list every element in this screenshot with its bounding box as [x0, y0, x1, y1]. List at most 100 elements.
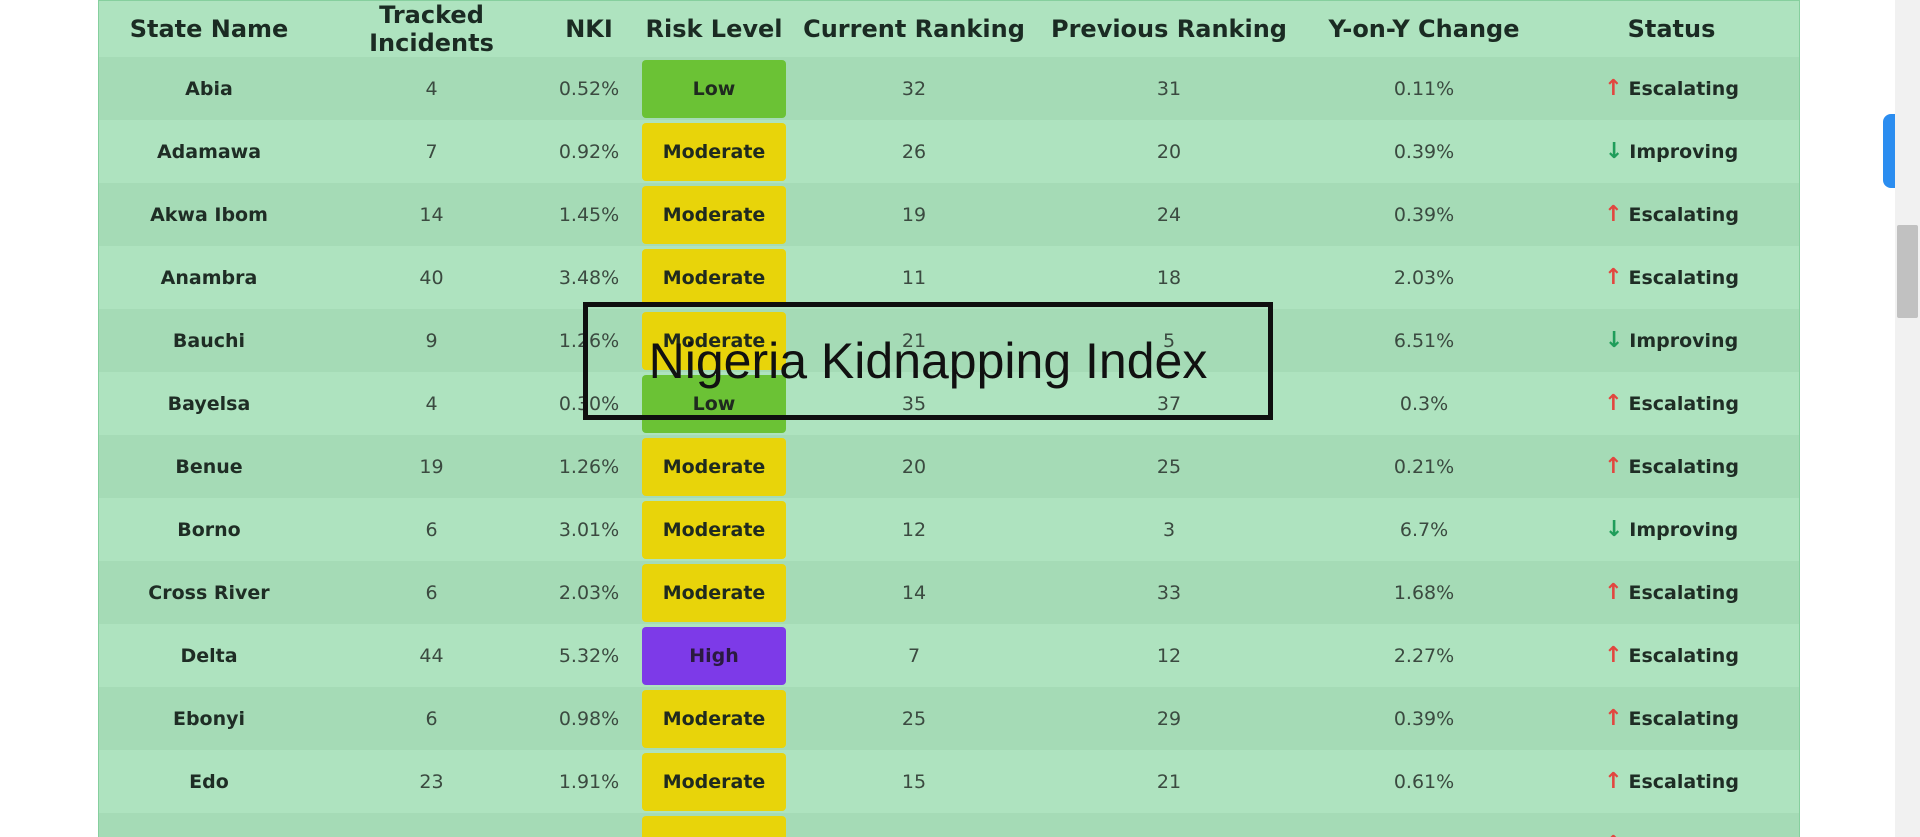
header-tracked-incidents[interactable]: Tracked Incidents [319, 0, 544, 57]
cell-tracked-incidents: 23 [419, 770, 444, 793]
risk-badge: Moderate [642, 122, 786, 181]
arrow-up-icon: ↑ [1604, 76, 1623, 101]
cell-status: ↑Escalating [1544, 372, 1799, 435]
cell-yoy-change: 6.7% [1399, 518, 1449, 541]
risk-badge: Moderate [642, 689, 786, 748]
table-body: Abia 4 0.52% Low 32 31 0.11% ↑ Escalating Adamawa… [99, 57, 1799, 837]
risk-badge: Moderate [642, 815, 786, 837]
cell-nki: 2.03% [558, 581, 620, 604]
cell-nki: 1.26% [558, 329, 620, 352]
cell-previous-ranking: 12 [1156, 644, 1182, 667]
cell-current-ranking: 19 [901, 203, 927, 226]
cell-status: ↑Escalating [1544, 687, 1799, 750]
header-yoy-change[interactable]: Y-on-Y Change [1304, 0, 1544, 57]
cell-risk-level: Moderate [634, 246, 794, 309]
cell-risk-level: Moderate [634, 498, 794, 561]
cell-current-ranking: 32 [901, 77, 927, 100]
cell-tracked-incidents: 4 [425, 392, 438, 415]
cell-previous-ranking: 20 [1156, 140, 1182, 163]
status-indicator: ↑Escalating [1604, 76, 1739, 101]
status-indicator: ↓ Improving [1605, 328, 1738, 353]
cell-current-ranking: 11 [901, 266, 927, 289]
cell-risk-level: Low [634, 372, 794, 435]
cell-status: ↑Escalating [1544, 183, 1799, 246]
cell-yoy-change: 0.11% [1393, 77, 1455, 100]
cell-status: ↓ Improving [1544, 120, 1799, 183]
cell-tracked-incidents: 5 [319, 813, 544, 837]
table-row: Edo 23 1.91% Moderate 15 21 0.61% ↑ Escalating [99, 750, 1799, 813]
table-row: Ekiti51.51% Moderate 18270.53% ↑ Escalating [99, 813, 1799, 837]
kidnapping-index-table-container: State Name Tracked Incidents NKI Risk Le… [98, 0, 1800, 837]
cell-state-name: Cross River [148, 581, 270, 604]
cell-status: ↑Escalating [1544, 750, 1799, 813]
cell-yoy-change: 0.39% [1393, 140, 1455, 163]
cell-current-ranking: 20 [901, 455, 927, 478]
arrow-up-icon: ↑ [1604, 706, 1623, 731]
status-indicator: ↓ Improving [1605, 139, 1738, 164]
cell-risk-level: Moderate [634, 561, 794, 624]
arrow-up-icon: ↑ [1604, 454, 1623, 479]
cell-nki: 1.45% [558, 203, 620, 226]
risk-badge: Low [642, 59, 786, 118]
header-nki[interactable]: NKI [544, 0, 634, 57]
side-panel-tab[interactable] [1883, 114, 1895, 188]
cell-previous-ranking: 18 [1156, 266, 1182, 289]
cell-yoy-change: 0.39% [1393, 203, 1455, 226]
table-row: Akwa Ibom 14 1.45% Moderate 19 24 0.39% ↑ Escala… [99, 183, 1799, 246]
table-row: Benue 19 1.26% Moderate 20 25 0.21% ↑ Escalating [99, 435, 1799, 498]
risk-badge: Moderate [642, 500, 786, 559]
risk-badge: Low [642, 374, 786, 433]
cell-risk-level: Moderate [634, 183, 794, 246]
cell-yoy-change: 0.53% [1304, 813, 1544, 837]
vertical-scrollbar[interactable] [1895, 0, 1920, 837]
table-row: Bayelsa 4 0.30% Low 35 37 0.3% ↑ Escalating [99, 372, 1799, 435]
scrollbar-thumb[interactable] [1897, 225, 1918, 318]
header-risk-level[interactable]: Risk Level [634, 0, 794, 57]
status-label: Escalating [1628, 707, 1739, 730]
cell-state-name: Edo [189, 770, 229, 793]
status-label: Improving [1629, 140, 1739, 163]
status-indicator: ↑Escalating [1604, 706, 1739, 731]
page-title-overlay: Nigeria Kidnapping Index [583, 302, 1273, 420]
arrow-down-icon: ↓ [1604, 328, 1624, 353]
cell-status: ↑ Escalating [1544, 813, 1799, 837]
status-label: Escalating [1628, 392, 1739, 415]
arrow-up-icon: ↑ [1604, 832, 1622, 837]
status-indicator: ↑Escalating [1604, 643, 1739, 668]
status-label: Escalating [1628, 77, 1739, 100]
kidnapping-index-table: State Name Tracked Incidents NKI Risk Le… [99, 0, 1799, 837]
header-previous-ranking[interactable]: Previous Ranking [1034, 0, 1304, 57]
header-state-name[interactable]: State Name [99, 0, 319, 57]
cell-nki: 3.01% [558, 518, 620, 541]
status-indicator: ↑Escalating [1604, 391, 1739, 416]
status-label: Escalating [1628, 203, 1739, 226]
cell-tracked-incidents: 6 [425, 518, 438, 541]
arrow-up-icon: ↑ [1604, 643, 1623, 668]
risk-badge: Moderate [642, 311, 786, 370]
cell-status: ↑Escalating [1544, 57, 1799, 120]
arrow-down-icon: ↓ [1604, 517, 1624, 542]
risk-badge: High [642, 626, 786, 685]
cell-tracked-incidents: 14 [419, 203, 444, 226]
header-current-ranking[interactable]: Current Ranking [794, 0, 1034, 57]
status-label: Escalating [1628, 455, 1739, 478]
cell-tracked-incidents: 19 [419, 455, 444, 478]
cell-state-name: Ekiti [99, 813, 319, 837]
cell-nki: 1.91% [558, 770, 620, 793]
status-label: Escalating [1629, 834, 1739, 837]
table-row: Adamawa 7 0.92% Moderate 26 20 0.39% ↓ Improving [99, 120, 1799, 183]
cell-yoy-change: 0.3% [1399, 392, 1449, 415]
arrow-up-icon: ↑ [1604, 265, 1623, 290]
cell-yoy-change: 0.21% [1393, 455, 1455, 478]
cell-tracked-incidents: 44 [419, 644, 444, 667]
header-status[interactable]: Status [1544, 0, 1799, 57]
cell-yoy-change: 2.27% [1393, 644, 1455, 667]
cell-previous-ranking: 3 [1162, 518, 1176, 541]
cell-status: ↑Escalating [1544, 624, 1799, 687]
status-label: Escalating [1628, 770, 1739, 793]
cell-nki: 5.32% [558, 644, 620, 667]
cell-yoy-change: 0.39% [1393, 707, 1455, 730]
cell-risk-level: Moderate [634, 309, 794, 372]
cell-risk-level: Moderate [634, 750, 794, 813]
